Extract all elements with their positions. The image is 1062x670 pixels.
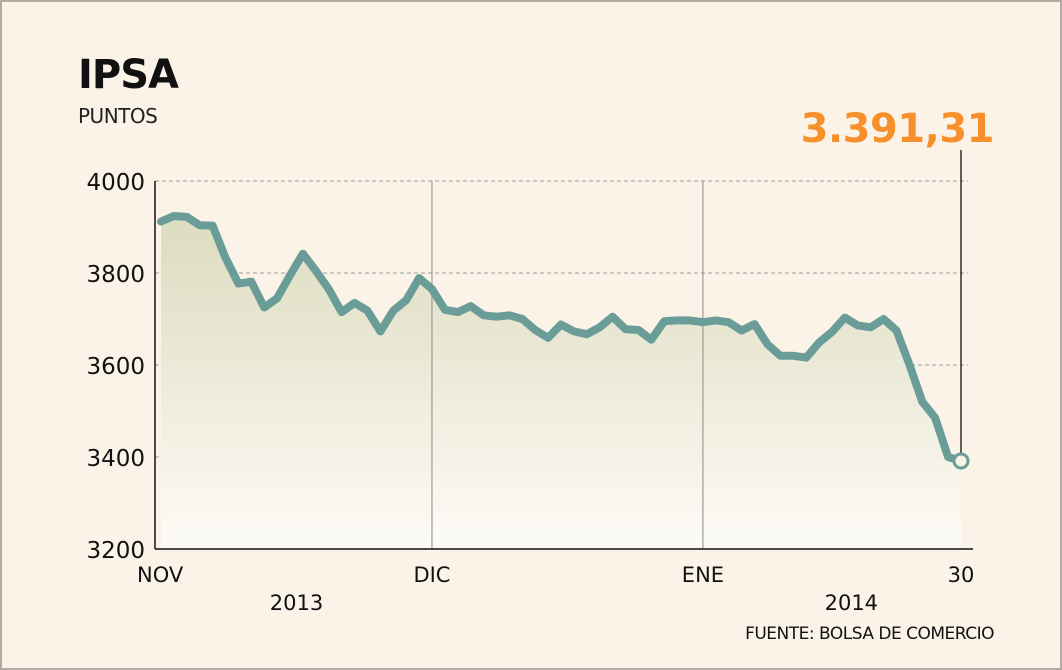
- y-tick-label: 4000: [86, 170, 145, 196]
- y-tick-label: 3800: [86, 262, 145, 288]
- source-note: FUENTE: BOLSA DE COMERCIO: [745, 624, 994, 644]
- x-tick-label: 30: [948, 563, 975, 587]
- last-point-marker: [952, 452, 970, 470]
- axes: [154, 181, 973, 550]
- last-value-label: 3.391,31: [800, 106, 995, 152]
- year-label: 2013: [270, 591, 323, 615]
- x-tick-label: NOV: [137, 563, 184, 587]
- chart-title: IPSA: [78, 52, 179, 98]
- y-tick-label: 3600: [86, 354, 145, 380]
- y-tick-label: 3400: [86, 446, 145, 472]
- x-tick-label: DIC: [413, 563, 450, 587]
- series-line: [157, 212, 965, 465]
- vertical-gridlines: [431, 181, 704, 549]
- year-label: 2014: [825, 591, 878, 615]
- x-tick-label: ENE: [682, 563, 724, 587]
- chart-subtitle: PUNTOS: [78, 104, 158, 128]
- y-tick-label: 3200: [86, 538, 145, 564]
- series-area: [161, 216, 961, 549]
